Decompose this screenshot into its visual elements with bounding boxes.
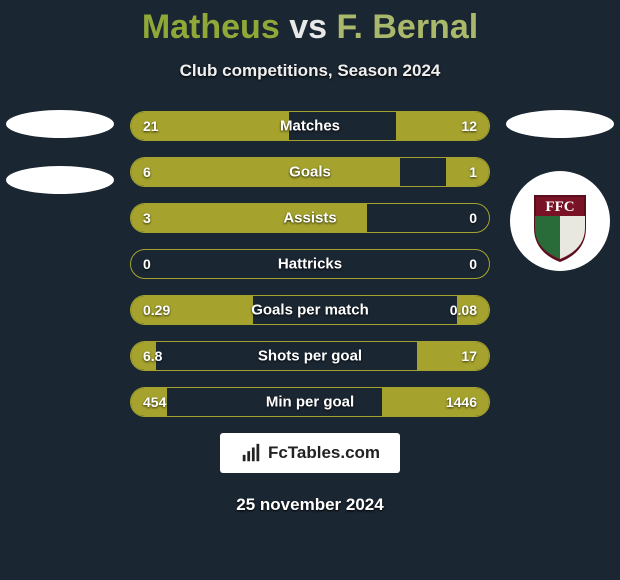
player1-name: Matheus — [142, 8, 280, 46]
stat-label: Goals per match — [251, 302, 369, 319]
stat-value-left: 6 — [143, 164, 151, 180]
stat-value-left: 21 — [143, 118, 159, 134]
stat-label: Assists — [283, 210, 336, 227]
stat-fill-right — [446, 158, 489, 186]
stat-label: Shots per goal — [258, 348, 362, 365]
stat-value-left: 6.8 — [143, 348, 162, 364]
stat-label: Hattricks — [278, 256, 342, 273]
club-logo-placeholder — [6, 110, 114, 138]
comparison-chart: 21 12 Matches 6 1 Goals 3 0 Assists 0 0 Hattricks 0.… — [130, 111, 490, 417]
stat-row: 454 1446 Min per goal — [130, 387, 490, 417]
left-club-column — [0, 110, 120, 194]
stat-value-right: 17 — [461, 348, 477, 364]
stat-label: Min per goal — [266, 394, 354, 411]
club-logo-placeholder — [6, 166, 114, 194]
stat-fill-left — [131, 158, 400, 186]
stat-label: Goals — [289, 164, 331, 181]
stat-value-left: 3 — [143, 210, 151, 226]
stat-value-left: 454 — [143, 394, 166, 410]
footer-date: 25 november 2024 — [0, 495, 620, 515]
stat-row: 21 12 Matches — [130, 111, 490, 141]
comparison-title: Matheus vs F. Bernal — [0, 0, 620, 47]
stat-row: 0.29 0.08 Goals per match — [130, 295, 490, 325]
brand-name: FcTables.com — [268, 443, 380, 463]
stat-row: 6.8 17 Shots per goal — [130, 341, 490, 371]
stat-label: Matches — [280, 118, 340, 135]
stat-value-left: 0 — [143, 256, 151, 272]
stat-row: 0 0 Hattricks — [130, 249, 490, 279]
chart-icon — [240, 442, 262, 464]
club-crest-icon: FFC — [505, 166, 615, 276]
stat-value-right: 0.08 — [450, 302, 477, 318]
subtitle: Club competitions, Season 2024 — [0, 61, 620, 81]
stat-value-right: 1446 — [446, 394, 477, 410]
svg-text:FFC: FFC — [545, 199, 574, 215]
club-logo-placeholder — [506, 110, 614, 138]
stat-value-right: 0 — [469, 210, 477, 226]
stat-row: 3 0 Assists — [130, 203, 490, 233]
stat-row: 6 1 Goals — [130, 157, 490, 187]
stat-value-right: 1 — [469, 164, 477, 180]
stat-value-left: 0.29 — [143, 302, 170, 318]
stat-value-right: 12 — [461, 118, 477, 134]
stat-value-right: 0 — [469, 256, 477, 272]
brand-badge[interactable]: FcTables.com — [220, 433, 400, 473]
right-club-column: FFC — [500, 110, 620, 276]
stat-fill-right — [417, 342, 489, 370]
title-vs: vs — [289, 8, 327, 46]
player2-name: F. Bernal — [336, 8, 478, 46]
